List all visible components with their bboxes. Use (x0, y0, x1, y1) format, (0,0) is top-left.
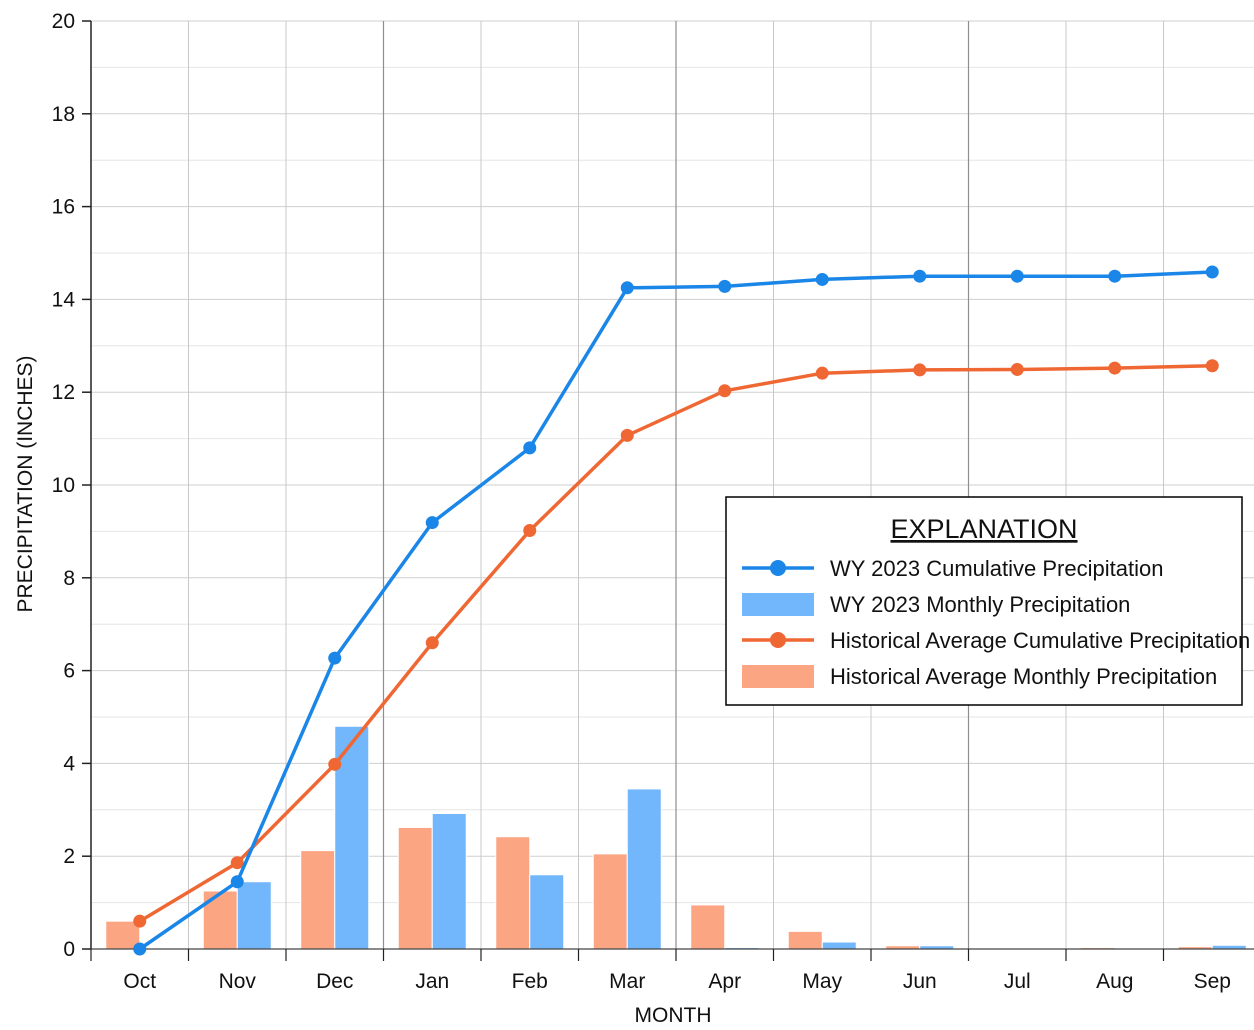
monthly-bars (105, 725, 1247, 950)
x-tick-label-jul: Jul (1004, 970, 1031, 993)
point-historical-cumulative-feb (523, 523, 537, 537)
point-wy2023-cumulative-aug (1108, 269, 1122, 283)
legend-swatch-marker (770, 632, 786, 648)
y-tick-label: 4 (63, 752, 75, 775)
legend: EXPLANATION WY 2023 Cumulative Precipita… (725, 496, 1250, 706)
x-tick-label-jan: Jan (415, 970, 449, 993)
bar-historical-mar (592, 853, 628, 950)
point-wy2023-cumulative-apr (718, 279, 732, 293)
legend-swatch-bar (742, 593, 814, 616)
legend-title: EXPLANATION (890, 514, 1077, 544)
y-tick-label: 6 (63, 660, 75, 683)
point-historical-cumulative-aug (1108, 361, 1122, 375)
legend-swatch-bar (742, 665, 814, 688)
x-tick-label-sep: Sep (1194, 970, 1231, 993)
x-tick-label-feb: Feb (512, 970, 548, 993)
y-tick-label: 8 (63, 567, 75, 590)
x-axis-title: MONTH (635, 1004, 712, 1027)
y-tick-label: 2 (63, 845, 75, 868)
line-wy2023-cumulative (138, 270, 1213, 951)
axes (82, 20, 1254, 961)
legend-swatch-marker (770, 560, 786, 576)
point-wy2023-cumulative-sep (1205, 265, 1219, 279)
x-tick-label-oct: Oct (123, 970, 156, 993)
y-tick-label: 12 (52, 381, 75, 404)
bar-historical-apr (690, 904, 726, 950)
point-historical-cumulative-jan (425, 636, 439, 650)
line-historical-cumulative (138, 364, 1213, 923)
x-tick-label-nov: Nov (219, 970, 257, 993)
point-wy2023-cumulative-jan (425, 516, 439, 530)
bar-wy2023-nov (236, 881, 272, 950)
cumulative-lines (133, 265, 1219, 956)
y-tick-label: 16 (52, 196, 75, 219)
point-historical-cumulative-oct (133, 914, 147, 928)
point-wy2023-cumulative-jun (913, 269, 927, 283)
point-wy2023-cumulative-mar (620, 281, 634, 295)
y-tick-label: 20 (52, 10, 75, 33)
point-historical-cumulative-may (815, 366, 829, 380)
point-historical-cumulative-nov (230, 856, 244, 870)
legend-label: Historical Average Monthly Precipitation (830, 664, 1217, 689)
point-wy2023-cumulative-dec (328, 651, 342, 665)
legend-label: WY 2023 Monthly Precipitation (830, 592, 1130, 617)
point-historical-cumulative-mar (620, 428, 634, 442)
x-tick-label-mar: Mar (609, 970, 645, 993)
bar-wy2023-mar (626, 788, 662, 950)
point-wy2023-cumulative-oct (133, 942, 147, 956)
point-wy2023-cumulative-may (815, 272, 829, 286)
bar-historical-jan (397, 826, 433, 950)
x-tick-labels: Oct Nov Dec Jan Feb Mar Apr May Jun Jul Aug Sep (123, 970, 1231, 993)
x-tick-label-jun: Jun (903, 970, 937, 993)
bar-historical-oct (105, 920, 141, 950)
minor-gridlines (91, 66, 1254, 904)
y-axis-title: PRECIPITATION (INCHES) (14, 355, 37, 612)
x-tick-label-dec: Dec (316, 970, 353, 993)
bar-wy2023-feb (529, 874, 565, 950)
y-tick-label: 10 (52, 474, 75, 497)
y-tick-label: 14 (52, 288, 76, 311)
bar-historical-may (787, 930, 823, 950)
bar-wy2023-jan (431, 813, 467, 950)
point-historical-cumulative-jun (913, 363, 927, 377)
bar-historical-dec (300, 850, 336, 950)
bar-wy2023-may (821, 941, 857, 950)
legend-label: Historical Average Cumulative Precipitat… (830, 628, 1250, 653)
bar-historical-feb (495, 836, 531, 950)
point-historical-cumulative-sep (1205, 359, 1219, 373)
y-tick-label: 0 (63, 938, 75, 961)
x-tick-label-apr: Apr (708, 970, 741, 993)
y-tick-label: 18 (52, 103, 75, 126)
point-wy2023-cumulative-feb (523, 441, 537, 455)
point-wy2023-cumulative-jul (1010, 269, 1024, 283)
legend-label: WY 2023 Cumulative Precipitation (830, 556, 1163, 581)
x-tick-label-may: May (802, 970, 842, 993)
y-tick-labels: 0 2 4 6 8 10 12 14 16 18 20 (52, 10, 76, 961)
point-historical-cumulative-jul (1010, 362, 1024, 376)
point-historical-cumulative-apr (718, 384, 732, 398)
x-tick-label-aug: Aug (1096, 970, 1133, 993)
point-historical-cumulative-dec (328, 757, 342, 771)
point-wy2023-cumulative-nov (230, 875, 244, 889)
